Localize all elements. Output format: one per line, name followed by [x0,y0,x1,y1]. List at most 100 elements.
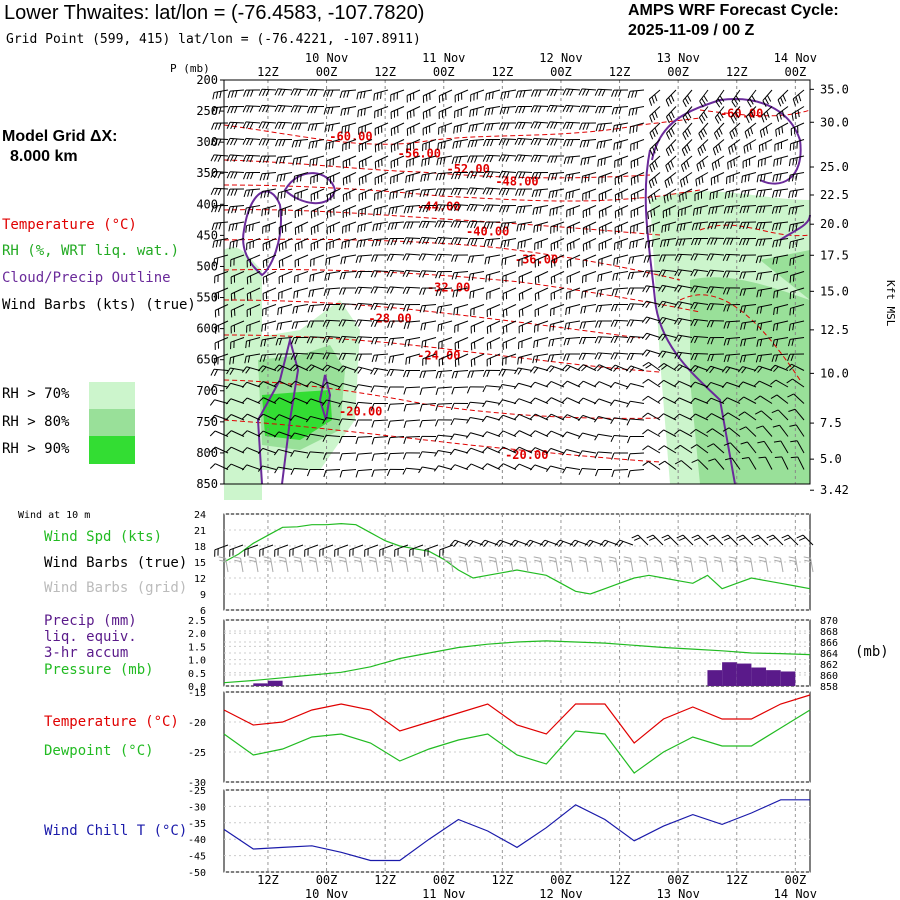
wind-barb-flag [344,125,347,133]
wind-barb-flag [661,285,667,293]
bottom-hour-label: 12Z [609,873,631,887]
wind-barb-shaft [405,286,421,289]
wind-barb-flag [775,239,779,247]
wind-barb [674,334,693,343]
wind-barb [705,365,725,374]
wind-barb-shaft [614,434,629,437]
wind-barb [305,398,325,405]
wind-barb-shaft [422,320,437,325]
wind-barb-shaft [310,381,325,388]
wind-barb [258,104,277,113]
wind-barb-flag [275,338,279,346]
wind-barb-flag [723,442,731,446]
temperature-contour-label: -32.00 [427,280,470,294]
wind-barb-flag [481,415,487,423]
wind-barb-flag [726,238,730,245]
wind-barb-flag [775,339,779,347]
wind-barb-shaft [502,399,517,404]
wind-barb [529,413,549,421]
wind-barb [563,155,581,165]
wind-barb-flag [562,122,567,129]
wind-barb-flag [505,171,510,179]
wind-barb [403,304,421,312]
wind-barb-flag [723,222,727,230]
wind-barb [482,170,501,179]
wind-barb-shaft [358,106,373,111]
wind-barb [582,254,597,268]
wind-barb-flag [486,171,490,179]
wind-barb-flag [610,304,615,312]
temperature-contour [699,109,811,117]
wind-barb-flag [244,356,247,364]
wind-barb [529,397,549,404]
wind-barb-flag [429,559,437,563]
wind-barb-flag [289,432,295,439]
wind-barb-flag [261,366,267,373]
wind-barb-shaft [373,270,389,272]
wind-barb-shaft [389,452,405,455]
wind-barb-flag [780,97,784,105]
wind-barb-flag [596,141,599,149]
wind-barb-flag [307,124,311,132]
wind-barb-flag [698,177,701,185]
wind-barb [230,320,245,334]
wind-barb-flag [609,364,616,371]
wind-barb-flag [453,541,459,548]
wind-barb-shaft [406,89,421,96]
wind-barb-flag [409,237,414,245]
wind-barb-flag [545,465,551,472]
wind-barb-flag [628,108,631,116]
wind-barb-flag [343,90,347,98]
wind-barb [246,271,261,285]
wind-barb-shaft [518,398,533,404]
temperature-contour [223,269,701,313]
wind-barb [502,353,517,366]
wind-barb-flag [677,269,683,277]
wind-barb [434,419,453,427]
wind-barb-shaft [518,414,533,421]
wind-barb [626,287,645,295]
wind-barb-shaft [518,320,533,327]
wind-barb-flag [792,257,795,265]
wind-barb-flag [370,303,375,310]
wind-barb-shaft [582,467,597,470]
wind-barb [642,461,661,470]
wind-barb-shaft [230,254,245,261]
wind-barb [674,444,693,454]
wind-barb-shaft [597,336,613,338]
wind-barb [614,172,629,186]
wind-barb-flag [714,222,718,230]
wind-barb-flag [603,541,609,548]
wind-barb-flag [777,99,782,107]
wind-barb-flag [218,205,222,213]
wind-barb-flag [715,206,718,214]
wind-barb [550,238,565,252]
wind-barb [275,139,293,147]
wind-barb-shaft [246,320,261,327]
wind-barb [773,440,789,454]
wind-barb-flag [243,89,247,97]
wind-barb-flag [263,173,267,181]
wind-barb-flag [437,143,439,151]
wind-barb-flag [795,190,798,198]
wind-barb-flag [546,138,551,146]
wind-barb-flag [282,139,286,147]
wind-barb [629,238,645,250]
top-hour-label: 00Z [550,65,572,79]
wind-barb-flag [534,89,538,97]
wind-barb-flag [582,337,586,345]
wind-barb-flag [470,204,474,212]
wind-barb-flag [703,111,708,119]
wind-barb [390,172,405,185]
wind-barb [419,370,437,379]
wind-barb-flag [652,146,656,154]
wind-barb [561,380,581,388]
legend-wind-barbs: Wind Barbs (kts) (true) [2,297,196,313]
wind-barb-shaft [326,271,341,275]
wind-barb [402,452,421,460]
wind-barb [723,304,741,312]
wind-barb-flag [744,559,752,563]
wind-barb-flag [450,188,455,195]
wind-barb-shaft [518,382,533,388]
wind-barb-flag [210,138,215,146]
